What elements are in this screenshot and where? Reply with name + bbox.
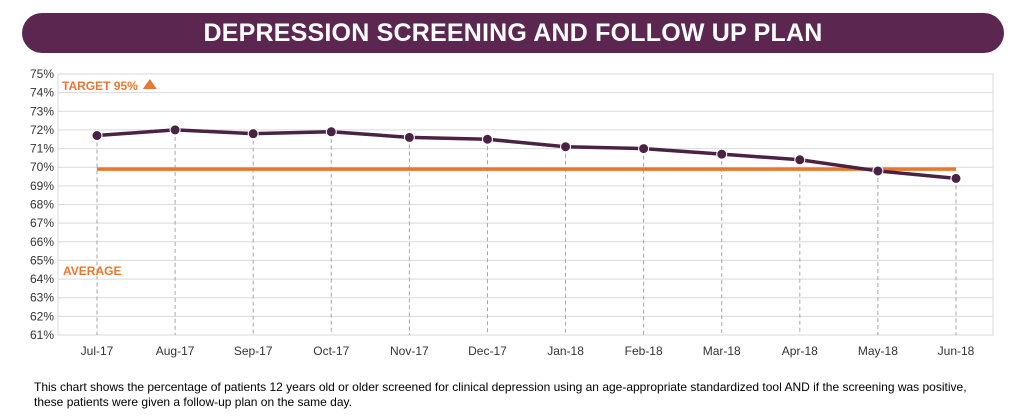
series-line [96, 128, 957, 181]
average-annotation: AVERAGE [63, 264, 121, 278]
y-tick-label: 70% [30, 160, 54, 174]
y-tick-label: 62% [30, 309, 54, 323]
x-tick-label: Mar-18 [703, 344, 741, 358]
x-tick-label: Jan-18 [547, 344, 584, 358]
y-tick-label: 69% [30, 179, 54, 193]
x-tick-label: Dec-17 [468, 344, 507, 358]
data-point [794, 154, 806, 166]
target-arrow-icon [142, 79, 157, 89]
data-point [638, 143, 650, 155]
y-tick-label: 75% [30, 67, 54, 81]
data-point [91, 130, 103, 142]
y-tick-label: 71% [30, 142, 54, 156]
data-point [403, 131, 415, 143]
x-tick-label: Aug-17 [156, 344, 195, 358]
chart-title: DEPRESSION SCREENING AND FOLLOW UP PLAN [203, 18, 823, 47]
x-tick-label: Nov-17 [390, 344, 429, 358]
y-tick-label: 61% [30, 328, 54, 342]
data-point [950, 172, 962, 184]
y-tick-label: 63% [30, 291, 54, 305]
x-tick-label: Jun-18 [938, 344, 975, 358]
y-tick-label: 68% [30, 198, 54, 212]
data-point [716, 148, 728, 160]
x-tick-label: Apr-18 [782, 344, 818, 358]
x-tick-label: Jul-17 [81, 344, 114, 358]
data-point [325, 126, 337, 138]
y-tick-label: 66% [30, 235, 54, 249]
title-banner: DEPRESSION SCREENING AND FOLLOW UP PLAN [22, 13, 1004, 53]
y-tick-label: 67% [30, 216, 54, 230]
x-tick-label: May-18 [858, 344, 898, 358]
data-point [247, 128, 259, 140]
y-tick-label: 65% [30, 253, 54, 267]
data-point [872, 165, 884, 177]
data-point [560, 141, 572, 153]
x-tick-label: Sep-17 [234, 344, 273, 358]
chart-caption: This chart shows the percentage of patie… [34, 380, 967, 409]
x-tick-label: Feb-18 [625, 344, 663, 358]
y-tick-label: 74% [30, 86, 54, 100]
data-point [169, 124, 181, 136]
y-tick-label: 64% [30, 272, 54, 286]
target-annotation: TARGET 95% [62, 79, 138, 93]
y-tick-label: 73% [30, 104, 54, 118]
data-point [481, 133, 493, 145]
x-tick-label: Oct-17 [313, 344, 349, 358]
y-tick-label: 72% [30, 123, 54, 137]
